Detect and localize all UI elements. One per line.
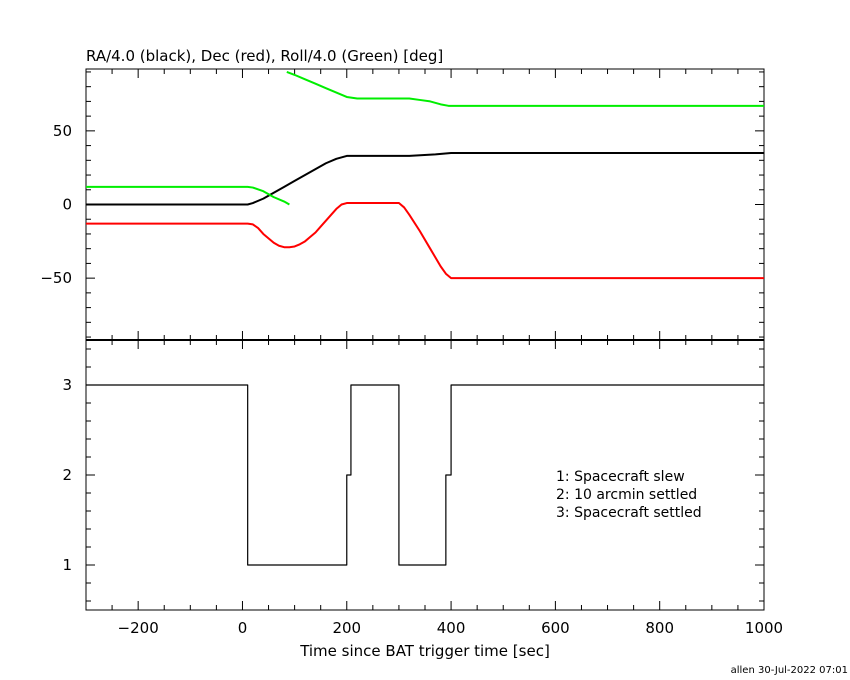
- x-tick-label: −200: [118, 619, 159, 637]
- bottom-series-line-0: [86, 384, 764, 566]
- bottom-y-tick-label: 1: [62, 556, 72, 574]
- bottom-y-tick-label: 2: [62, 466, 72, 484]
- x-tick-label: 0: [238, 619, 248, 637]
- legend-item-settled: 3: Spacecraft settled: [556, 505, 702, 521]
- bottom-y-tick-label: 3: [62, 376, 72, 394]
- x-tick-label: 200: [332, 619, 361, 637]
- legend-item-10arcmin: 2: 10 arcmin settled: [556, 487, 697, 503]
- top-panel: −50 0 50: [40, 68, 765, 341]
- x-axis-label: Time since BAT trigger time [sec]: [299, 642, 550, 660]
- x-tick-label: 1000: [745, 619, 783, 637]
- footer-stamp: allen 30-Jul-2022 07:01: [731, 665, 848, 676]
- top-series-line-2: [86, 185, 290, 206]
- top-series-line-0: [86, 151, 764, 206]
- top-series-line-1: [86, 202, 764, 280]
- bottom-panel: 1 2 3 −200 0 200 400 600 800 1000: [62, 339, 783, 637]
- x-tick-label: 800: [645, 619, 674, 637]
- top-series-line-3: [286, 71, 764, 107]
- top-y-tick-label: −50: [40, 269, 72, 287]
- legend-item-slew: 1: Spacecraft slew: [556, 469, 685, 485]
- x-tick-label: 600: [541, 619, 570, 637]
- top-y-tick-label: 0: [62, 196, 72, 214]
- legend: 1: Spacecraft slew 2: 10 arcmin settled …: [556, 469, 702, 521]
- top-chart-title: RA/4.0 (black), Dec (red), Roll/4.0 (Gre…: [86, 47, 443, 65]
- top-y-tick-label: 50: [53, 122, 72, 140]
- x-tick-label: 400: [437, 619, 466, 637]
